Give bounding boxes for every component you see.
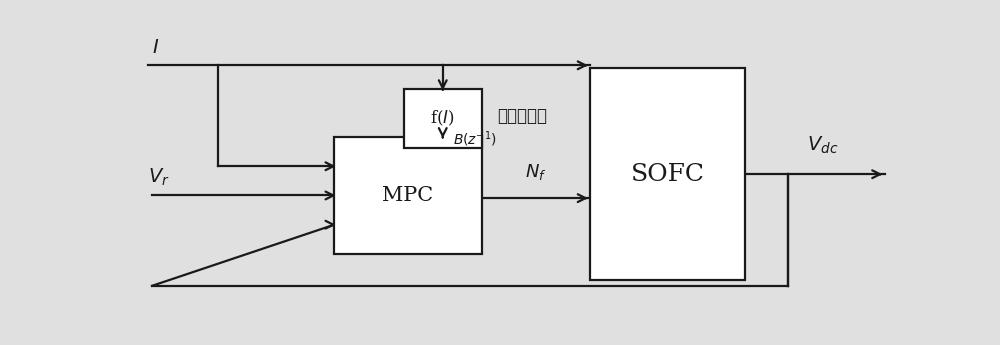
Text: f($I$): f($I$)	[430, 109, 455, 128]
Text: MPC: MPC	[382, 186, 433, 205]
Text: $V_{dc}$: $V_{dc}$	[807, 134, 838, 156]
Text: $V_r$: $V_r$	[148, 166, 170, 188]
Text: SOFC: SOFC	[631, 163, 704, 186]
Text: 增益自适应: 增益自适应	[497, 107, 547, 125]
Bar	[404, 89, 482, 148]
Bar	[334, 137, 482, 254]
Text: $B(z^{-1})$: $B(z^{-1})$	[453, 130, 497, 149]
Bar	[590, 68, 745, 280]
Text: $I$: $I$	[152, 39, 159, 57]
Text: $N_f$: $N_f$	[525, 162, 546, 182]
